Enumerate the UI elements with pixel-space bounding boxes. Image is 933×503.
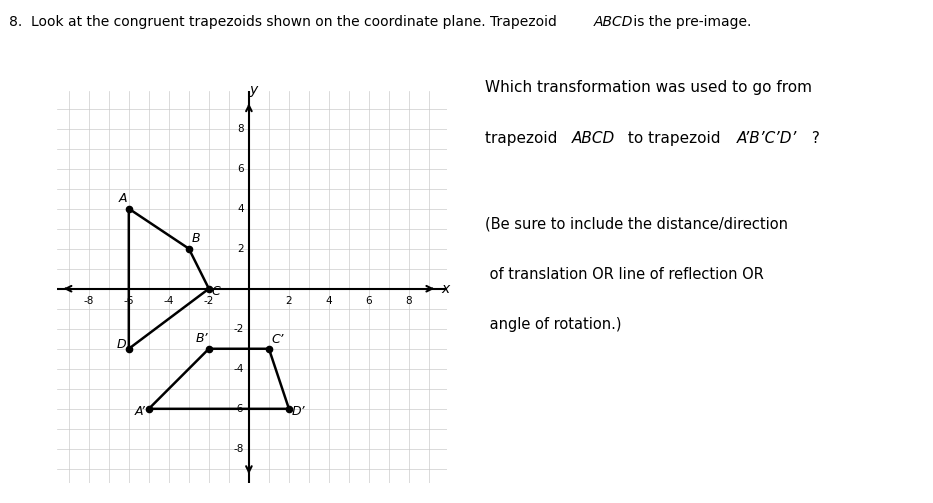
Text: 2: 2 [237, 243, 244, 254]
Text: to trapezoid: to trapezoid [623, 131, 726, 146]
Text: D’: D’ [292, 405, 306, 418]
Text: angle of rotation.): angle of rotation.) [485, 317, 621, 332]
Text: -2: -2 [233, 324, 244, 334]
Text: 4: 4 [326, 296, 332, 306]
Text: 8.  Look at the congruent trapezoids shown on the coordinate plane. Trapezoid: 8. Look at the congruent trapezoids show… [9, 15, 562, 29]
Text: 2: 2 [285, 296, 292, 306]
Text: -2: -2 [203, 296, 214, 306]
Text: is the pre-image.: is the pre-image. [629, 15, 751, 29]
Text: 6: 6 [237, 163, 244, 174]
Text: C’: C’ [272, 333, 285, 346]
Text: -8: -8 [233, 444, 244, 454]
Text: A’: A’ [134, 405, 146, 418]
Text: -4: -4 [163, 296, 174, 306]
Text: A’B’C’D’: A’B’C’D’ [737, 131, 798, 146]
Text: B: B [192, 232, 201, 244]
Text: 8: 8 [237, 124, 244, 134]
Text: -4: -4 [233, 364, 244, 374]
Text: trapezoid: trapezoid [485, 131, 563, 146]
Text: $x$: $x$ [441, 282, 452, 296]
Text: $y$: $y$ [248, 83, 259, 99]
Text: C: C [212, 285, 220, 298]
Text: B’: B’ [196, 332, 208, 345]
Text: Which transformation was used to go from: Which transformation was used to go from [485, 80, 812, 96]
Text: -8: -8 [84, 296, 94, 306]
Text: A: A [118, 192, 127, 205]
Text: ABCD: ABCD [572, 131, 615, 146]
Text: 4: 4 [237, 204, 244, 214]
Text: ABCD: ABCD [593, 15, 633, 29]
Text: ?: ? [807, 131, 820, 146]
Text: -6: -6 [233, 404, 244, 414]
Text: (Be sure to include the distance/direction: (Be sure to include the distance/directi… [485, 216, 788, 231]
Text: 6: 6 [366, 296, 372, 306]
Text: of translation OR line of reflection OR: of translation OR line of reflection OR [485, 267, 764, 282]
Text: D: D [117, 338, 126, 351]
Text: 8: 8 [406, 296, 412, 306]
Text: -6: -6 [123, 296, 134, 306]
